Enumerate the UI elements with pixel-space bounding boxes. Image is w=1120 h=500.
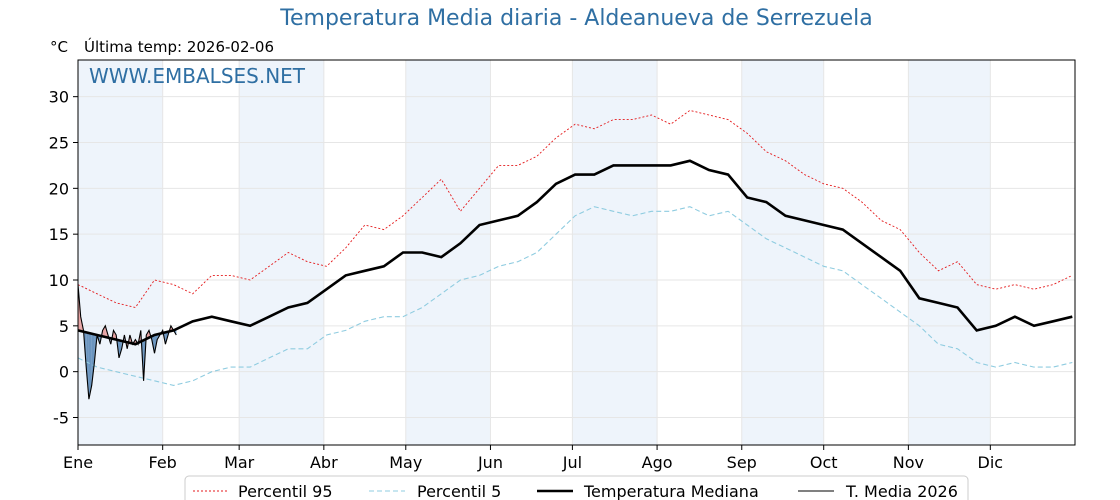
x-tick-label: Nov <box>893 453 924 472</box>
y-tick-label: 25 <box>49 134 69 153</box>
x-tick-label: Oct <box>810 453 838 472</box>
y-tick-label: 10 <box>49 271 69 290</box>
x-tick-label: Sep <box>727 453 757 472</box>
y-unit-label: °C <box>50 38 68 56</box>
x-tick-label: Ene <box>63 453 93 472</box>
above-median-fill <box>113 330 117 340</box>
y-tick-label: 30 <box>49 88 69 107</box>
below-median-fill <box>88 333 92 400</box>
below-median-fill <box>86 332 89 400</box>
legend-label: Percentil 5 <box>417 482 501 500</box>
y-tick-label: 5 <box>59 317 69 336</box>
below-median-fill <box>91 333 95 386</box>
month-band <box>741 60 824 445</box>
x-tick-label: Jun <box>477 453 503 472</box>
legend-label: T. Media 2026 <box>845 482 958 500</box>
watermark-text: WWW.EMBALSES.NET <box>89 64 306 88</box>
x-tick-label: Mar <box>224 453 255 472</box>
chart-title: Temperatura Media diaria - Aldeanueva de… <box>280 6 873 31</box>
y-tick-label: -5 <box>53 409 69 428</box>
month-bands <box>78 60 991 445</box>
y-tick-label: 15 <box>49 225 69 244</box>
x-tick-label: May <box>389 453 422 472</box>
plot-frame <box>77 59 1076 446</box>
y-tick-label: 0 <box>59 363 69 382</box>
x-tick-label: Jul <box>562 453 582 472</box>
gridlines <box>77 60 1075 445</box>
legend-box <box>184 475 969 500</box>
x-tick-label: Dic <box>978 453 1004 472</box>
median-line <box>77 159 1073 346</box>
last-temp-label: Última temp: 2026-02-06 <box>84 38 275 56</box>
month-band <box>908 60 991 445</box>
month-band <box>572 60 658 445</box>
x-tick-label: Feb <box>149 453 177 472</box>
series-lines <box>77 109 1073 400</box>
above-median-fill <box>102 325 106 337</box>
current-year-line <box>77 284 177 400</box>
percentile-5-line <box>77 206 1073 386</box>
x-tick-label: Ago <box>642 453 673 472</box>
below-median-fill <box>118 340 122 358</box>
legend-label: Temperatura Mediana <box>583 482 759 500</box>
y-axis: -5 0 5 10 15 20 25 30 <box>49 88 78 428</box>
x-axis: Ene Feb Mar Abr May Jun Jul Ago Sep Oct Nov Dic <box>63 445 1003 472</box>
y-tick-label: 20 <box>49 179 69 198</box>
legend: Percentil 95 Percentil 5 Temperatura Media… <box>184 475 969 500</box>
month-band <box>239 60 324 445</box>
x-tick-label: Abr <box>310 453 338 472</box>
legend-label: Percentil 95 <box>238 482 333 500</box>
percentile-95-line <box>77 109 1073 309</box>
